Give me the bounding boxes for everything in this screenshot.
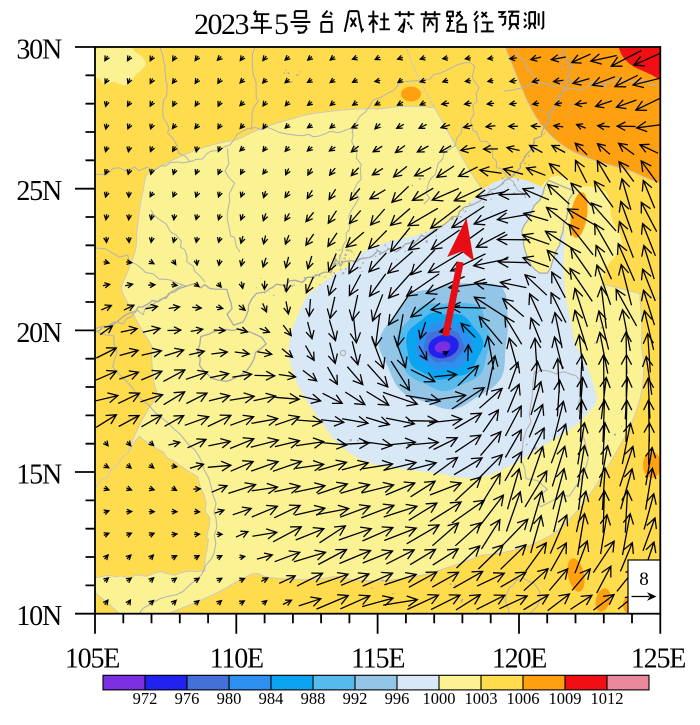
svg-text:8: 8 bbox=[639, 569, 649, 590]
svg-text:20N: 20N bbox=[16, 318, 62, 349]
svg-text:25N: 25N bbox=[16, 176, 62, 207]
svg-text:996: 996 bbox=[385, 689, 410, 708]
svg-text:105E: 105E bbox=[65, 644, 119, 675]
svg-text:115E: 115E bbox=[351, 644, 404, 675]
svg-text:125E: 125E bbox=[631, 644, 685, 675]
svg-text:992: 992 bbox=[343, 689, 368, 708]
svg-text:10N: 10N bbox=[16, 601, 62, 632]
svg-text:110E: 110E bbox=[210, 644, 263, 675]
svg-text:1006: 1006 bbox=[507, 689, 540, 708]
svg-text:1009: 1009 bbox=[549, 689, 582, 708]
svg-text:972: 972 bbox=[133, 689, 158, 708]
svg-text:988: 988 bbox=[301, 689, 326, 708]
svg-text:15N: 15N bbox=[16, 460, 62, 491]
svg-text:2023: 2023 bbox=[194, 8, 249, 41]
svg-text:30N: 30N bbox=[16, 35, 62, 66]
svg-text:120E: 120E bbox=[492, 644, 546, 675]
svg-text:1012: 1012 bbox=[591, 689, 624, 708]
svg-text:984: 984 bbox=[259, 689, 284, 708]
svg-text:1000: 1000 bbox=[423, 689, 456, 708]
svg-text:976: 976 bbox=[175, 689, 200, 708]
svg-text:5: 5 bbox=[274, 8, 289, 41]
svg-text:980: 980 bbox=[217, 689, 242, 708]
svg-text:1003: 1003 bbox=[465, 689, 498, 708]
